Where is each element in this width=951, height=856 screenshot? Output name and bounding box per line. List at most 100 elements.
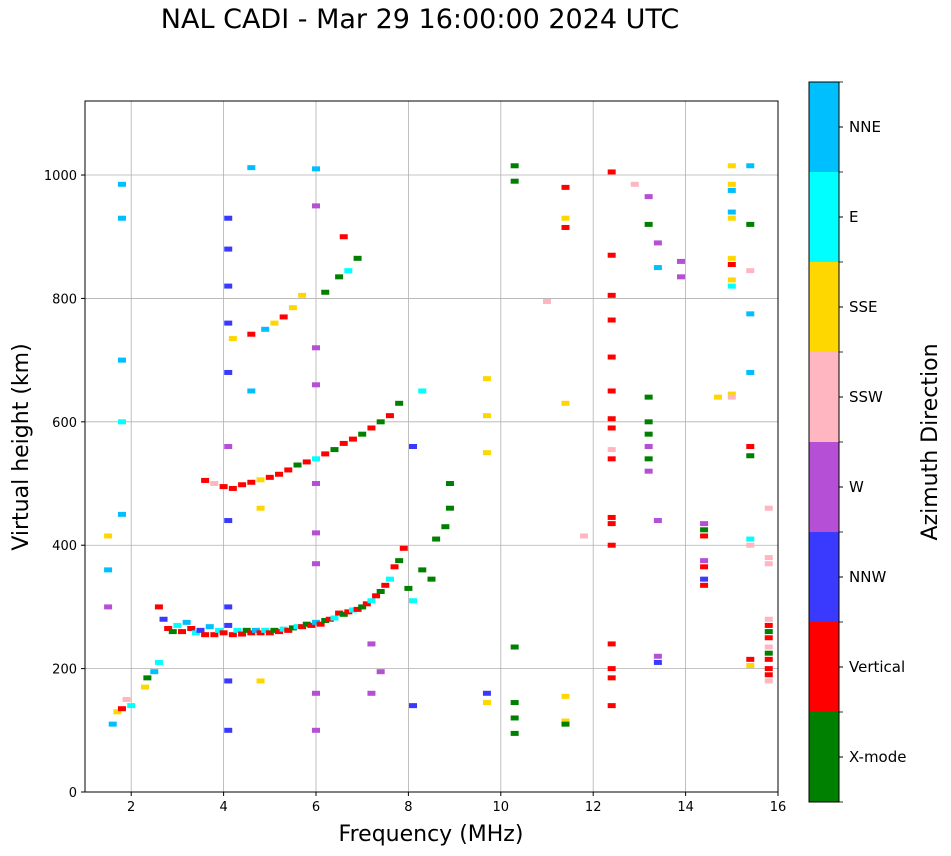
- echo-point: [644, 394, 653, 400]
- colorbar-tick-label: SSW: [849, 388, 883, 406]
- echo-point: [164, 626, 173, 632]
- x-tick-label: 12: [585, 800, 602, 815]
- echo-point: [224, 604, 233, 610]
- echo-point: [390, 564, 399, 570]
- echo-point: [224, 678, 233, 684]
- echo-point: [256, 678, 265, 684]
- echo-point: [561, 721, 570, 727]
- colorbar-swatch: [809, 352, 839, 442]
- echo-point: [205, 624, 214, 630]
- echo-point: [676, 258, 685, 264]
- echo-point: [284, 627, 293, 633]
- colorbar-tick-label: X-mode: [849, 748, 906, 766]
- echo-point: [117, 511, 126, 517]
- series-scattered-echoes: [104, 163, 773, 736]
- echo-point: [644, 456, 653, 462]
- echo-point: [727, 283, 736, 289]
- colorbar-swatch: [809, 82, 839, 172]
- echo-point: [409, 444, 418, 449]
- echo-point: [746, 444, 755, 449]
- echo-point: [764, 635, 773, 641]
- echo-point: [764, 672, 773, 678]
- x-tick-label: 2: [127, 800, 135, 815]
- echo-point: [113, 709, 122, 715]
- echo-point: [644, 468, 653, 474]
- echo-point: [150, 669, 159, 675]
- echo-point: [353, 255, 362, 261]
- echo-point: [445, 505, 454, 511]
- echo-point: [312, 561, 320, 567]
- echo-point: [510, 178, 519, 184]
- echo-point: [182, 619, 191, 625]
- echo-point: [510, 644, 519, 650]
- echo-point: [644, 444, 653, 449]
- echo-point: [727, 394, 736, 400]
- echo-point: [653, 659, 662, 665]
- echo-point: [653, 653, 662, 659]
- echo-point: [256, 477, 265, 483]
- echo-point: [348, 436, 357, 442]
- echo-point: [224, 369, 233, 375]
- colorbar-tick-label: NNE: [849, 118, 881, 136]
- echo-point: [607, 447, 616, 453]
- echo-point: [746, 311, 755, 317]
- echo-point: [298, 624, 307, 630]
- plot-area: [85, 101, 778, 792]
- echo-point: [607, 388, 616, 394]
- plot-frame: [84, 100, 779, 793]
- y-tick-label: 400: [52, 539, 77, 554]
- echo-point: [201, 632, 210, 638]
- echo-point: [154, 659, 163, 665]
- echo-point: [224, 215, 233, 221]
- echo-point: [141, 684, 150, 690]
- echo-point: [293, 624, 302, 630]
- colorbar-swatch: [809, 622, 839, 712]
- echo-point: [441, 524, 450, 530]
- echo-point: [445, 481, 454, 487]
- echo-point: [312, 203, 320, 209]
- echo-point: [233, 627, 242, 633]
- echo-point: [196, 627, 205, 633]
- echo-point: [482, 413, 491, 419]
- y-tick-label: 1000: [44, 169, 77, 184]
- x-axis: 2 4 6 8 10 12 14 16: [127, 792, 786, 815]
- echo-point: [312, 619, 320, 625]
- colorbar-tick-label: W: [849, 478, 864, 496]
- echo-point: [746, 453, 755, 459]
- echo-point: [247, 165, 256, 171]
- echo-point: [727, 209, 736, 215]
- echo-point: [178, 629, 187, 635]
- echo-point: [561, 718, 570, 724]
- echo-point: [256, 630, 265, 636]
- echo-point: [117, 215, 126, 221]
- echo-point: [727, 187, 736, 193]
- x-tick-label: 6: [312, 800, 320, 815]
- echo-point: [348, 607, 357, 613]
- y-tick-label: 800: [52, 292, 77, 307]
- echo-point: [117, 419, 126, 425]
- echo-point: [676, 274, 685, 280]
- echo-point: [700, 527, 709, 533]
- data-marks: [104, 163, 773, 736]
- echo-point: [607, 521, 616, 527]
- echo-point: [330, 615, 339, 621]
- x-tick-label: 10: [493, 800, 510, 815]
- echo-point: [247, 479, 256, 485]
- y-tick-label: 0: [69, 786, 77, 801]
- colorbar-swatch: [809, 262, 839, 352]
- echo-point: [159, 616, 168, 622]
- echo-point: [335, 610, 344, 616]
- colorbar-frame: [808, 81, 840, 803]
- echo-point: [367, 641, 376, 647]
- echo-point: [127, 703, 136, 709]
- echo-point: [228, 632, 237, 638]
- colorbar-swatch: [809, 712, 839, 802]
- echo-point: [316, 621, 325, 627]
- echo-point: [210, 481, 219, 487]
- echo-point: [288, 305, 297, 311]
- echo-point: [367, 598, 376, 604]
- echo-point: [173, 622, 182, 628]
- echo-point: [764, 555, 773, 561]
- echo-point: [764, 650, 773, 656]
- echo-point: [543, 299, 551, 305]
